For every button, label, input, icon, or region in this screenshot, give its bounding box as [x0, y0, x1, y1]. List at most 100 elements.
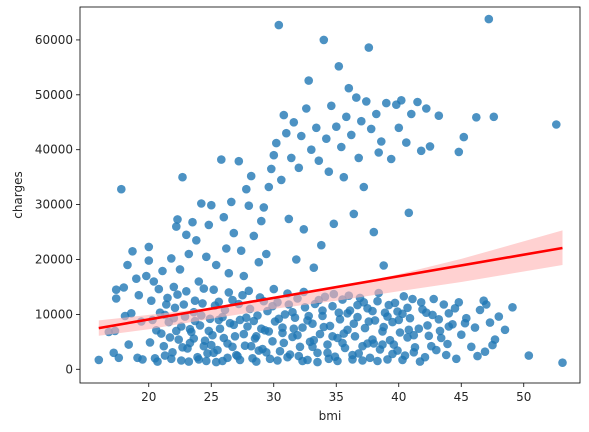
data-point [379, 261, 389, 270]
data-point [188, 217, 197, 227]
data-point [182, 230, 191, 240]
data-point [389, 340, 399, 349]
data-point [347, 130, 356, 140]
data-point [114, 353, 124, 363]
data-point [192, 236, 201, 245]
data-point [368, 306, 377, 316]
data-point [199, 284, 209, 293]
data-point [230, 332, 240, 341]
data-point [558, 358, 567, 368]
data-point [307, 145, 316, 154]
data-point [319, 322, 329, 332]
data-point [309, 335, 319, 345]
data-point [365, 353, 375, 363]
data-point [413, 97, 422, 107]
data-point [142, 271, 151, 281]
data-point [425, 142, 435, 151]
data-point [334, 62, 344, 71]
data-point [262, 348, 271, 357]
data-point [207, 200, 216, 210]
data-point [194, 277, 204, 286]
data-point [123, 260, 132, 270]
data-point [333, 356, 342, 366]
plot-frame [79, 6, 581, 384]
data-point [323, 348, 332, 358]
data-point [274, 20, 284, 30]
data-point [124, 340, 133, 349]
data-point [250, 334, 260, 343]
data-point [178, 172, 187, 182]
data-point [257, 324, 266, 334]
data-point [268, 337, 277, 346]
data-point [366, 124, 376, 134]
data-point [169, 282, 179, 292]
data-point [304, 76, 314, 85]
x-tick-label: 35 [329, 390, 344, 404]
data-point [374, 148, 384, 157]
data-point [328, 301, 337, 311]
data-point [162, 300, 171, 309]
data-point [354, 349, 364, 358]
data-point [315, 329, 325, 339]
data-point [384, 300, 394, 310]
data-point [349, 319, 359, 329]
data-point [215, 324, 225, 334]
data-point [284, 214, 294, 224]
x-tick-label: 20 [141, 390, 156, 404]
data-point [327, 101, 336, 111]
data-point [424, 331, 434, 341]
data-point [372, 109, 381, 119]
data-point [242, 184, 251, 194]
data-point [158, 266, 167, 276]
data-point [292, 255, 301, 264]
data-point [167, 354, 176, 364]
data-point [278, 323, 287, 332]
data-point [470, 323, 480, 332]
data-point [200, 336, 210, 346]
data-point [338, 338, 347, 348]
data-point [165, 333, 175, 342]
data-point [337, 142, 346, 152]
data-point [439, 300, 449, 309]
x-tick-label: 50 [516, 390, 531, 404]
data-point [128, 247, 137, 256]
data-point [264, 182, 274, 192]
data-point [214, 297, 224, 307]
data-point [409, 348, 419, 357]
data-point [402, 138, 411, 147]
data-point [334, 308, 344, 318]
data-point [377, 137, 386, 146]
data-point [378, 340, 387, 349]
data-point [335, 315, 345, 324]
data-point [494, 312, 504, 321]
data-point [395, 328, 405, 337]
data-point [244, 286, 254, 296]
data-point [309, 263, 319, 273]
data-point [229, 320, 239, 330]
data-point [222, 244, 231, 253]
data-point [236, 246, 246, 255]
data-point [318, 306, 327, 315]
data-point [173, 215, 182, 224]
data-point [259, 203, 269, 212]
data-point [383, 312, 392, 321]
data-point [457, 330, 466, 340]
data-point [277, 175, 286, 185]
data-point [172, 222, 181, 231]
data-point [404, 208, 414, 218]
x-tick-label: 30 [266, 390, 281, 404]
data-point [239, 329, 249, 339]
data-point [149, 277, 159, 286]
data-point [249, 231, 259, 241]
data-point [172, 326, 181, 336]
data-point [228, 342, 237, 352]
data-point [300, 303, 310, 312]
data-point [452, 354, 461, 364]
data-point [134, 290, 144, 300]
data-point [297, 131, 306, 141]
data-point [369, 227, 379, 237]
data-point [159, 341, 169, 351]
data-point [429, 294, 439, 304]
data-point [243, 322, 252, 331]
data-point [179, 300, 189, 309]
